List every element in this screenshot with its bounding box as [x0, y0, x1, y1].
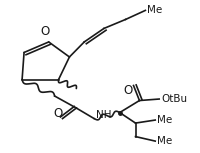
Text: OtBu: OtBu [161, 94, 187, 104]
Text: Me: Me [147, 5, 163, 15]
Text: O: O [53, 107, 62, 120]
Text: O: O [123, 84, 132, 97]
Text: Me: Me [157, 115, 172, 125]
Text: Me: Me [157, 136, 172, 146]
Text: NH: NH [96, 110, 112, 120]
Text: O: O [40, 25, 49, 38]
